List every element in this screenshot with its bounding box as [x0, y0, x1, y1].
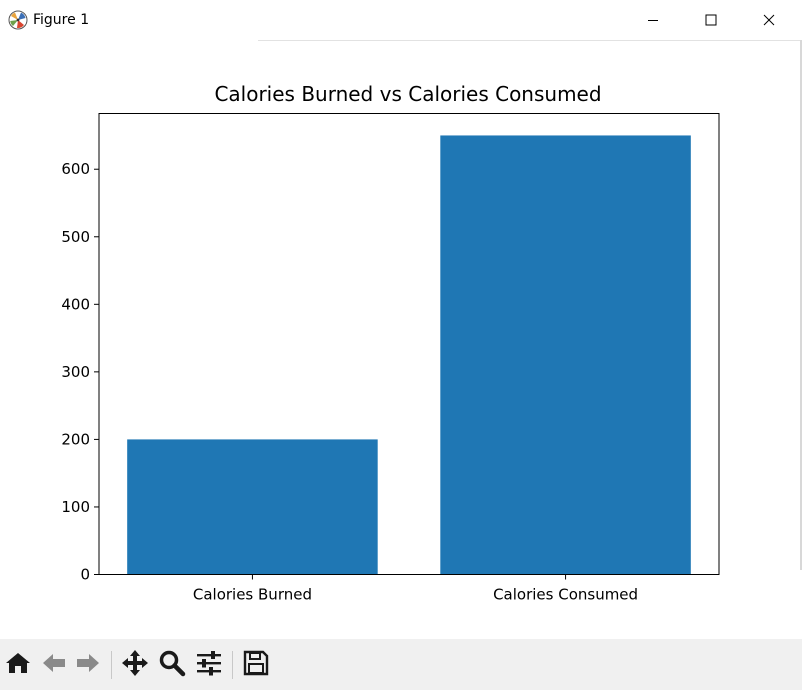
- title-bar-divider: [258, 40, 800, 41]
- close-button[interactable]: [740, 0, 798, 40]
- bar-chart: Calories Burned vs Calories Consumed 0 10…: [61, 82, 720, 604]
- back-button[interactable]: [38, 649, 70, 681]
- home-button[interactable]: [2, 649, 34, 681]
- y-tick-label: 600: [61, 160, 90, 178]
- magnifier-icon: [158, 649, 186, 681]
- back-arrow-icon: [41, 651, 67, 679]
- navigation-toolbar: [0, 639, 802, 690]
- move-icon: [121, 649, 149, 681]
- forward-arrow-icon: [75, 651, 101, 679]
- close-icon: [763, 11, 775, 30]
- title-bar[interactable]: Figure 1: [0, 0, 802, 40]
- y-tick-label: 0: [80, 566, 90, 584]
- pan-button[interactable]: [119, 649, 151, 681]
- y-tick-label: 100: [61, 498, 90, 516]
- bar-calories-burned: [127, 439, 378, 575]
- y-tick-label: 300: [61, 363, 90, 381]
- chart-title: Calories Burned vs Calories Consumed: [214, 82, 601, 106]
- bar-calories-consumed: [440, 135, 691, 575]
- y-axis-ticks: 0 100 200 300 400 500 600: [61, 160, 99, 584]
- y-tick-label: 400: [61, 295, 90, 313]
- x-tick-label: Calories Consumed: [493, 586, 638, 604]
- y-tick-label: 500: [61, 228, 90, 246]
- minimize-button[interactable]: [624, 0, 682, 40]
- bars-layer: [127, 135, 691, 575]
- minimize-icon: [647, 11, 659, 30]
- x-axis-ticks: Calories Burned Calories Consumed: [193, 574, 638, 604]
- window-title: Figure 1: [33, 12, 90, 28]
- sliders-icon: [195, 650, 223, 680]
- figure-canvas[interactable]: Calories Burned vs Calories Consumed 0 10…: [0, 41, 800, 639]
- toolbar-separator: [232, 651, 233, 679]
- matplotlib-logo-icon: [8, 10, 28, 30]
- floppy-disk-icon: [243, 650, 269, 680]
- zoom-button[interactable]: [156, 649, 188, 681]
- save-button[interactable]: [240, 649, 272, 681]
- maximize-button[interactable]: [682, 0, 740, 40]
- toolbar-separator: [111, 651, 112, 679]
- y-tick-label: 200: [61, 430, 90, 448]
- forward-button[interactable]: [72, 649, 104, 681]
- home-icon: [5, 651, 31, 679]
- maximize-icon: [705, 11, 717, 30]
- axes-frame: [98, 113, 720, 575]
- configure-subplots-button[interactable]: [193, 649, 225, 681]
- window-edge: [800, 40, 802, 570]
- x-tick-label: Calories Burned: [193, 586, 312, 604]
